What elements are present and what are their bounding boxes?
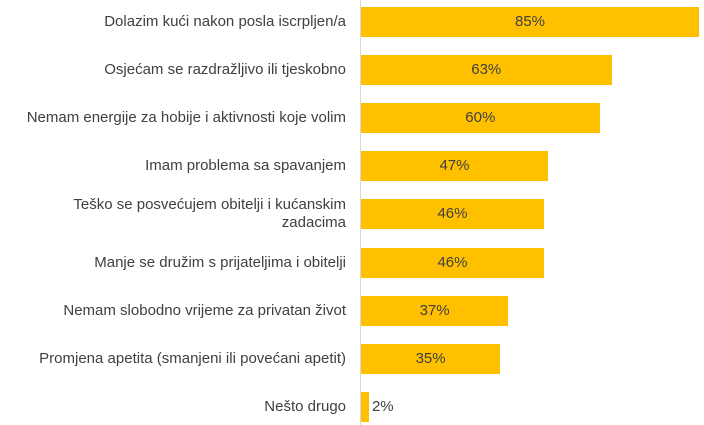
category-label: Nešto drugo bbox=[264, 397, 346, 415]
category-label: Teško se posvećujem obitelji i kućanskim… bbox=[73, 196, 346, 232]
data-label: 63% bbox=[471, 61, 502, 79]
bar bbox=[361, 295, 509, 326]
data-label: 60% bbox=[465, 109, 496, 127]
category-label: Dolazim kući nakon posla iscrpljen/a bbox=[104, 13, 346, 30]
bar bbox=[361, 343, 501, 374]
data-label: 47% bbox=[439, 157, 470, 175]
data-label: 2% bbox=[371, 397, 394, 415]
bar bbox=[361, 199, 544, 230]
category-label: Nemam energije za hobije i aktivnosti ko… bbox=[26, 109, 346, 127]
category-label: Manje se družim s prijateljima i obitelj… bbox=[94, 253, 346, 271]
category-label: Imam problema sa spavanjem bbox=[145, 157, 346, 175]
category-label: Nemam slobodno vrijeme za privatan život bbox=[63, 301, 346, 319]
data-label: 46% bbox=[437, 205, 468, 223]
bar bbox=[361, 103, 600, 134]
bar bbox=[361, 247, 544, 278]
bar bbox=[361, 7, 699, 37]
data-label: 35% bbox=[415, 349, 446, 367]
category-axis-line bbox=[360, 0, 361, 425]
bar bbox=[361, 391, 369, 422]
category-label: Promjena apetita (smanjeni ili povećani … bbox=[39, 349, 346, 367]
data-label: 46% bbox=[437, 253, 468, 271]
bar bbox=[361, 151, 548, 182]
data-label: 85% bbox=[515, 13, 546, 30]
data-label: 37% bbox=[419, 301, 450, 319]
category-label: Osjećam se razdražljivo ili tjeskobno bbox=[104, 61, 346, 79]
bar bbox=[361, 55, 612, 86]
